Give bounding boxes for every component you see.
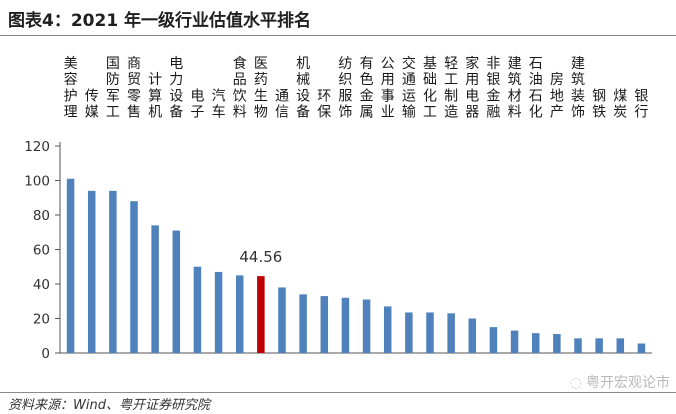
bar-chart: 0 20 40 60 80 100 120 美容护理传媒国防军工商贸零售计算机电力设备电子汽… [24,55,652,362]
bar [489,327,498,353]
category-label: 建筑材料 [508,56,522,121]
bar [151,225,159,353]
y-axis: 0 20 40 60 80 100 120 [24,139,652,362]
bar [109,190,117,353]
bars [66,178,646,353]
category-label: 食品饮料 [233,55,247,121]
category-label: 非银金融 [486,56,500,121]
category-label: 医药生物 [254,56,268,121]
category-label: 通信 [275,88,289,120]
bar [172,230,181,353]
category-label: 钢铁 [592,88,606,120]
category-label: 美容护理 [64,56,78,121]
source-note: 资料来源：Wind、粤开证券研究院 [8,398,210,413]
bar [66,178,75,353]
category-label: 电力设备 [169,56,183,121]
watermark: ◌ 粤开宏观论市 [570,372,670,392]
category-label: 轻工制造 [444,56,458,121]
bar [574,338,582,353]
bar [637,343,646,353]
y-tick-label: 0 [41,346,50,362]
category-label: 传媒 [85,88,99,120]
category-label: 基础化工 [423,55,437,121]
y-tick-label: 80 [33,208,50,224]
bar [278,287,286,353]
category-label: 电子 [190,88,204,120]
bar [130,201,138,353]
category-label: 机械设备 [296,56,310,121]
category-label: 汽车 [212,88,226,120]
category-label: 银行 [634,88,648,120]
category-label: 家用电器 [465,55,479,121]
category-label: 有色金属 [360,56,374,121]
category-label: 煤炭 [613,88,627,120]
bar [299,294,307,353]
bar [595,338,603,353]
highlight-value-label: 44.56 [239,248,282,266]
source-rule [0,392,676,393]
bar [341,297,350,353]
data-labels: 44.56 [239,248,282,266]
category-label: 计算机 [148,72,162,120]
bar [405,312,413,353]
category-labels: 美容护理传媒国防军工商贸零售计算机电力设备电子汽车食品饮料医药生物通信机械设备环… [64,55,649,121]
figure-title: 图表4：2021 年一级行业估值水平排名 [8,11,312,31]
category-label: 公用事业 [381,56,395,121]
category-label: 商贸零售 [127,56,141,121]
bar [510,330,519,353]
bar [320,296,329,353]
y-tick-label: 40 [33,277,50,293]
wechat-icon: ◌ [569,375,582,391]
bar [426,312,434,353]
y-tick-label: 60 [33,243,50,259]
y-tick-label: 20 [33,312,50,328]
bar [468,318,477,353]
bar [553,334,561,353]
bar-highlighted [257,276,265,353]
category-label: 房地产 [550,72,564,120]
bar [616,338,625,353]
y-tick-label: 100 [24,174,50,190]
category-label: 建筑装饰 [571,56,585,121]
bar [447,313,455,353]
category-label: 石油石化 [529,56,543,121]
y-tick-label: 120 [24,139,50,155]
bar [383,306,392,353]
bar [531,333,540,353]
watermark-text: 粤开宏观论市 [586,375,670,391]
category-label: 交通运输 [402,55,416,121]
bar [193,266,202,353]
bar [87,190,96,353]
category-label: 环保 [317,88,331,120]
category-label: 纺织服饰 [338,56,352,121]
category-label: 国防军工 [106,56,120,121]
title-rule [0,35,676,36]
bar [362,299,371,353]
bar [235,275,244,353]
bar [214,271,223,353]
